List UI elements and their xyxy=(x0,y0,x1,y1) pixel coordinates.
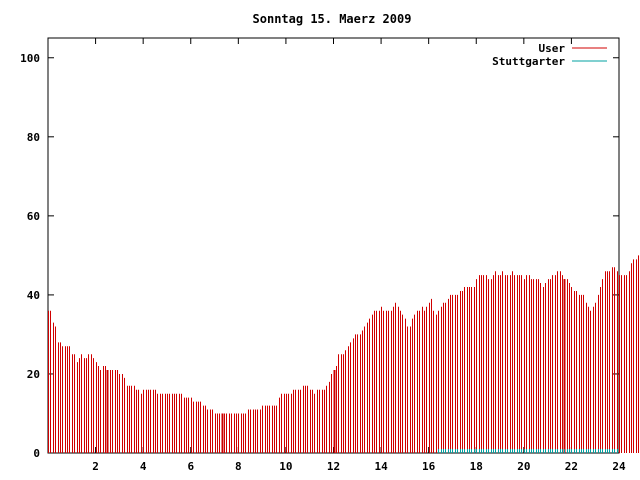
y-tick-label: 0 xyxy=(33,447,40,460)
y-tick-label: 40 xyxy=(27,289,40,302)
y-tick-label: 20 xyxy=(27,368,40,381)
chart-title: Sonntag 15. Maerz 2009 xyxy=(253,12,412,26)
series-stuttgarter xyxy=(438,449,618,453)
x-tick-label: 8 xyxy=(235,460,242,473)
legend-label-stuttgarter: Stuttgarter xyxy=(492,55,565,68)
x-tick-label: 20 xyxy=(517,460,530,473)
x-tick-label: 24 xyxy=(612,460,626,473)
y-axis: 0 20 40 60 80 100 xyxy=(20,52,619,460)
y-tick-label: 100 xyxy=(20,52,40,65)
series-user xyxy=(48,255,639,453)
y-tick-label: 80 xyxy=(27,131,40,144)
x-tick-label: 2 xyxy=(92,460,99,473)
x-tick-label: 12 xyxy=(327,460,340,473)
x-tick-label: 6 xyxy=(187,460,194,473)
legend-label-user: User xyxy=(539,42,566,55)
x-tick-label: 22 xyxy=(565,460,578,473)
x-tick-label: 10 xyxy=(279,460,292,473)
x-tick-label: 4 xyxy=(140,460,147,473)
x-axis: 2 4 6 8 10 12 14 16 18 20 22 24 xyxy=(92,38,626,473)
y-tick-label: 60 xyxy=(27,210,40,223)
x-tick-label: 14 xyxy=(374,460,388,473)
x-tick-label: 16 xyxy=(422,460,436,473)
legend: User Stuttgarter xyxy=(492,42,607,68)
x-tick-label: 18 xyxy=(470,460,483,473)
